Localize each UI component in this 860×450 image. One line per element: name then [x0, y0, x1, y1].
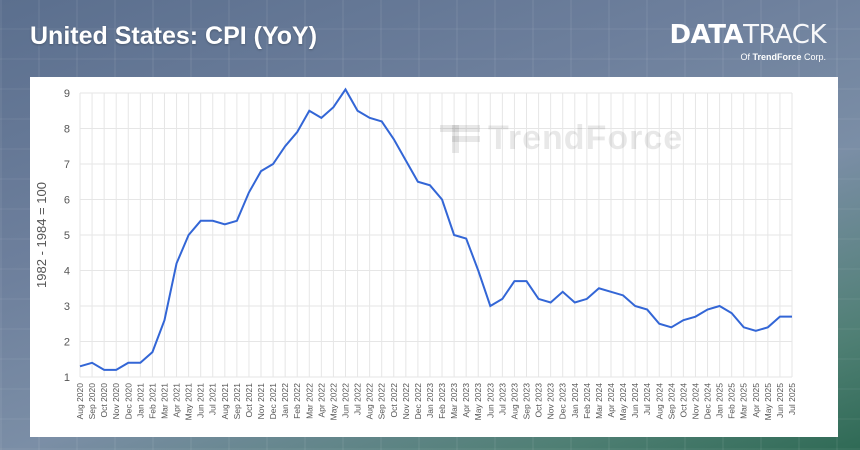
x-tick-label: Oct 2022: [389, 383, 399, 418]
y-tick-label: 9: [64, 88, 70, 100]
x-tick-label: Feb 2025: [727, 383, 737, 419]
y-axis-label: 1982 - 1984 = 100: [34, 182, 49, 288]
x-tick-label: Jun 2022: [340, 383, 350, 418]
page-title: United States: CPI (YoY): [30, 22, 318, 50]
x-tick-label: Jan 2025: [715, 383, 725, 418]
brand-name-light: TRACK: [743, 20, 826, 50]
x-tick-label: Nov 2021: [256, 383, 266, 420]
brand-sub-company: TrendForce: [752, 52, 802, 62]
x-tick-label: Jun 2021: [196, 383, 206, 418]
brand-subtitle: Of TrendForce Corp.: [670, 52, 826, 62]
x-tick-label: Dec 2024: [703, 383, 713, 420]
x-tick-label: Jul 2021: [208, 383, 218, 415]
x-tick-label: Aug 2020: [75, 383, 85, 420]
x-tick-label: Nov 2024: [690, 383, 700, 420]
x-tick-label: Jan 2024: [570, 383, 580, 418]
x-tick-label: Apr 2023: [461, 383, 471, 418]
x-tick-label: May 2022: [328, 383, 338, 421]
x-tick-label: Jun 2023: [485, 383, 495, 418]
x-tick-label: Dec 2020: [123, 383, 133, 420]
x-tick-label: Mar 2023: [449, 383, 459, 419]
brand-sub-suffix: Corp.: [801, 52, 826, 62]
y-tick-label: 5: [64, 230, 70, 242]
y-axis-ticks: 1 2 3 4 5 6 7 8 9: [64, 88, 70, 384]
x-tick-label: Apr 2021: [172, 383, 182, 418]
x-tick-label: Apr 2024: [606, 383, 616, 418]
watermark: TrendForce: [440, 119, 683, 158]
x-tick-label: Mar 2021: [159, 383, 169, 419]
y-tick-label: 8: [64, 124, 70, 136]
x-tick-label: Jun 2024: [630, 383, 640, 418]
x-tick-label: Jun 2025: [775, 383, 785, 418]
x-tick-label: Jan 2021: [135, 383, 145, 418]
x-tick-label: May 2023: [473, 383, 483, 421]
x-tick-label: May 2024: [618, 383, 628, 421]
x-tick-label: Mar 2025: [739, 383, 749, 419]
x-tick-label: Sep 2020: [87, 383, 97, 420]
brand-sub-prefix: Of: [740, 52, 753, 62]
x-tick-label: Jan 2023: [425, 383, 435, 418]
x-tick-label: Dec 2023: [558, 383, 568, 420]
x-tick-label: Jul 2022: [353, 383, 363, 415]
x-tick-label: Nov 2022: [401, 383, 411, 420]
x-tick-label: Jul 2023: [497, 383, 507, 415]
x-tick-label: Jul 2024: [642, 383, 652, 415]
x-tick-label: Apr 2025: [751, 383, 761, 418]
x-tick-label: Jan 2022: [280, 383, 290, 418]
x-tick-label: Apr 2022: [316, 383, 326, 418]
x-tick-label: Jul 2025: [787, 383, 797, 415]
x-tick-label: Mar 2022: [304, 383, 314, 419]
watermark-logo-icon: [440, 125, 480, 153]
x-tick-label: Sep 2023: [522, 383, 532, 420]
x-tick-label: Feb 2024: [582, 383, 592, 419]
grid-lines: [79, 92, 793, 378]
x-tick-label: Oct 2021: [244, 383, 254, 418]
x-tick-label: Aug 2024: [654, 383, 664, 420]
x-tick-label: Oct 2023: [534, 383, 544, 418]
y-tick-label: 2: [64, 337, 70, 349]
x-tick-label: Dec 2022: [413, 383, 423, 420]
x-tick-label: Nov 2020: [111, 383, 121, 420]
x-tick-label: Aug 2021: [220, 383, 230, 420]
x-tick-label: Feb 2021: [147, 383, 157, 419]
x-tick-label: Feb 2022: [292, 383, 302, 419]
watermark-text: TrendForce: [488, 119, 684, 157]
brand-name: DATATRACK: [669, 20, 827, 50]
x-tick-label: Sep 2024: [666, 383, 676, 420]
y-tick-label: 4: [64, 266, 70, 278]
y-tick-label: 3: [64, 301, 70, 313]
x-tick-label: May 2021: [184, 383, 194, 421]
brand-logo: DATATRACK Of TrendForce Corp.: [669, 20, 827, 62]
brand-name-bold: DATA: [669, 20, 744, 50]
x-tick-label: Sep 2022: [377, 383, 387, 420]
x-tick-label: Feb 2023: [437, 383, 447, 419]
x-tick-label: Aug 2023: [509, 383, 519, 420]
cpi-series-line: [79, 87, 792, 371]
x-tick-label: May 2025: [763, 383, 773, 421]
y-tick-label: 7: [64, 159, 70, 171]
x-tick-label: Oct 2024: [678, 383, 688, 418]
x-tick-label: Mar 2024: [594, 383, 604, 419]
y-tick-label: 6: [64, 195, 70, 207]
y-tick-label: 1: [64, 372, 70, 384]
x-axis-ticks: Aug 2020 Sep 2020 Oct 2020 Nov 2020 Dec 2020…: [75, 383, 797, 421]
x-tick-label: Dec 2021: [268, 383, 278, 420]
x-tick-label: Aug 2022: [365, 383, 375, 420]
x-tick-label: Oct 2020: [99, 383, 109, 418]
x-tick-label: Nov 2023: [546, 383, 556, 420]
x-tick-label: Sep 2021: [232, 383, 242, 420]
